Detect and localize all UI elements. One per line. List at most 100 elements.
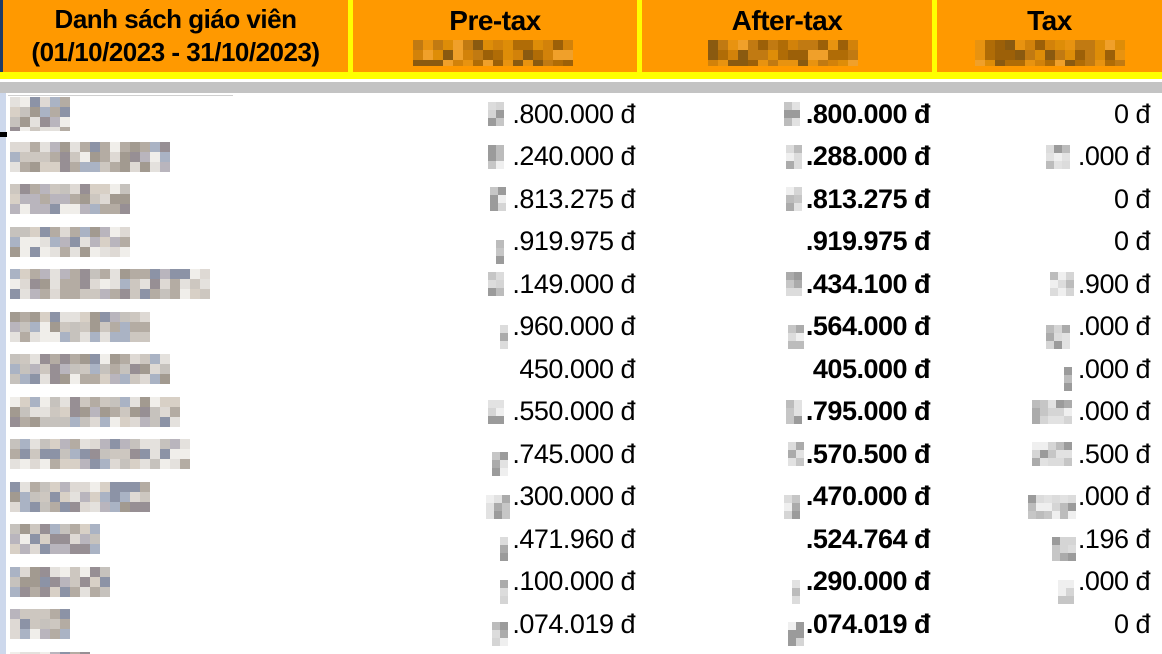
pretax-cell[interactable]: .471.960 đ [348,518,642,562]
redaction-block [783,494,804,519]
teacher-name-redacted [10,141,170,172]
teacher-name-cell[interactable] [0,306,348,349]
tax-cell[interactable]: .000 đ [937,391,1162,434]
pretax-value: .745.000 đ [512,438,635,469]
teacher-name-redacted [10,524,100,555]
pretax-value: .919.975 đ [512,226,635,257]
pretax-value: 450.000 đ [519,353,635,384]
teacher-name-cell[interactable] [0,391,348,434]
tax-cell[interactable]: .000 đ [937,348,1162,392]
pretax-cell[interactable]: .074.019 đ [348,603,642,647]
tax-cell[interactable]: .000 đ [937,306,1162,349]
tax-value: .196 đ [1077,523,1151,554]
teacher-name-cell[interactable] [0,603,348,646]
redaction-block [500,324,510,349]
tax-value: .000 đ [1077,141,1151,172]
teacher-name-cell[interactable] [0,221,348,264]
pretax-cell[interactable]: .149.000 đ [348,263,642,306]
aftertax-cell[interactable]: .570.500 đ [642,433,937,476]
teacher-name-cell[interactable] [0,263,348,306]
table-row: .745.000 đ .570.500 đ .500 đ [0,433,1162,477]
header-cell-tax[interactable]: Tax [937,0,1162,72]
redaction-block [492,622,510,647]
table-row: .240.000 đ .288.000 đ .000 đ [0,136,1162,179]
aftertax-cell[interactable]: .813.275 đ [642,178,937,221]
aftertax-cell[interactable]: 405.000 đ [642,348,937,391]
tax-cell[interactable]: 0 đ [937,178,1162,221]
pretax-cell[interactable]: .240.000 đ [348,136,642,179]
tax-value: .500 đ [1077,438,1151,469]
header-left-border [0,0,3,72]
separator-strip [0,82,1162,93]
pretax-cell[interactable]: .919.975 đ [348,221,642,264]
aftertax-value: .570.500 đ [805,438,931,469]
table-row: .074.019 đ .074.019 đ 0 đ [0,603,1162,647]
teacher-name-cell[interactable] [0,136,348,179]
aftertax-value: .919.975 đ [805,226,931,257]
pretax-cell[interactable]: .550.000 đ [348,391,642,434]
header-divider [637,0,642,72]
tax-cell[interactable]: .000 đ [937,136,1162,179]
aftertax-value: .800.000 đ [805,98,931,129]
teacher-name-redacted [10,97,76,132]
table-body: .800.000 đ .800.000 đ 0 đ .240.000 đ .28… [0,93,1162,654]
tax-cell[interactable]: .000 đ [937,561,1162,604]
report-title-date-range: (01/10/2023 - 31/10/2023) [31,37,320,67]
aftertax-cell[interactable]: .470.000 đ [642,476,937,519]
tax-cell[interactable]: .900 đ [937,263,1162,306]
aftertax-value: .288.000 đ [805,141,931,172]
teacher-name-cell[interactable] [0,178,348,221]
aftertax-cell[interactable]: .564.000 đ [642,306,937,349]
pretax-cell[interactable]: 450.000 đ [348,348,642,391]
pretax-cell[interactable]: .100.000 đ [348,561,642,604]
teacher-name-cell[interactable] [0,348,348,391]
pretax-cell[interactable] [348,646,642,654]
table-row: .960.000 đ .564.000 đ .000 đ [0,306,1162,349]
tax-cell[interactable]: 0 đ [937,603,1162,646]
teacher-name-cell[interactable] [0,476,348,519]
tax-cell[interactable]: .000 đ [937,476,1162,519]
teacher-name-cell[interactable] [0,93,348,136]
tax-cell[interactable]: .196 đ [937,518,1162,562]
aftertax-cell[interactable]: .290.000 đ [642,561,937,604]
pretax-cell[interactable]: .745.000 đ [348,433,642,477]
redaction-block [785,399,804,424]
aftertax-cell[interactable]: .074.019 đ [642,603,937,647]
teacher-name-redacted [10,396,182,427]
aftertax-cell[interactable]: .434.100 đ [642,263,937,306]
tax-cell[interactable]: 0 đ [937,221,1162,264]
pretax-cell[interactable]: .960.000 đ [348,306,642,349]
tax-value: .000 đ [1077,311,1151,342]
redaction-block [488,399,510,424]
redaction-block [1049,272,1076,297]
aftertax-cell[interactable] [642,646,937,654]
teacher-name-redacted [10,184,132,215]
aftertax-cell[interactable]: .795.000 đ [642,391,937,434]
aftertax-cell[interactable]: .800.000 đ [642,93,937,136]
pretax-value: .240.000 đ [512,141,635,172]
header-cell-aftertax[interactable]: After-tax [642,0,932,72]
teacher-name-cell[interactable] [0,561,348,604]
redaction-block [787,622,804,647]
pretax-total-redacted [412,40,578,66]
aftertax-cell[interactable]: .288.000 đ [642,136,937,179]
tax-cell[interactable]: .500 đ [937,433,1162,476]
pretax-cell[interactable]: .800.000 đ [348,93,642,136]
aftertax-cell[interactable]: .919.975 đ [642,221,937,264]
table-row: 450.000 đ 405.000 đ .000 đ [0,348,1162,392]
teacher-name-cell[interactable] [0,646,348,654]
redaction-block [785,144,804,169]
pretax-cell[interactable]: .813.275 đ [348,178,642,221]
tax-value: 0 đ [1113,608,1151,639]
tax-cell[interactable]: 0 đ [937,93,1162,136]
teacher-name-redacted [10,439,192,470]
tax-cell[interactable] [937,646,1162,654]
teacher-name-redacted [10,354,170,385]
aftertax-cell[interactable]: .524.764 đ [642,518,937,561]
tax-value: 0 đ [1113,98,1151,129]
pretax-cell[interactable]: .300.000 đ [348,476,642,519]
header-cell-pretax[interactable]: Pre-tax [353,0,637,72]
teacher-name-cell[interactable] [0,518,348,561]
teacher-name-cell[interactable] [0,433,348,476]
header-title-cell[interactable]: Danh sách giáo viên (01/10/2023 - 31/10/… [3,0,348,72]
